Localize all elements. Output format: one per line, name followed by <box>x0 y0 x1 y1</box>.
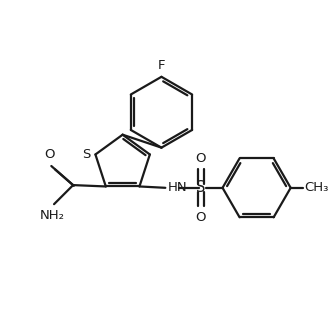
Text: O: O <box>196 152 206 165</box>
Text: O: O <box>196 211 206 224</box>
Text: S: S <box>82 148 91 161</box>
Text: CH₃: CH₃ <box>304 181 329 194</box>
Text: HN: HN <box>168 181 187 194</box>
Text: F: F <box>158 59 165 72</box>
Text: NH₂: NH₂ <box>40 209 65 222</box>
Text: S: S <box>196 180 205 195</box>
Text: O: O <box>44 148 55 161</box>
